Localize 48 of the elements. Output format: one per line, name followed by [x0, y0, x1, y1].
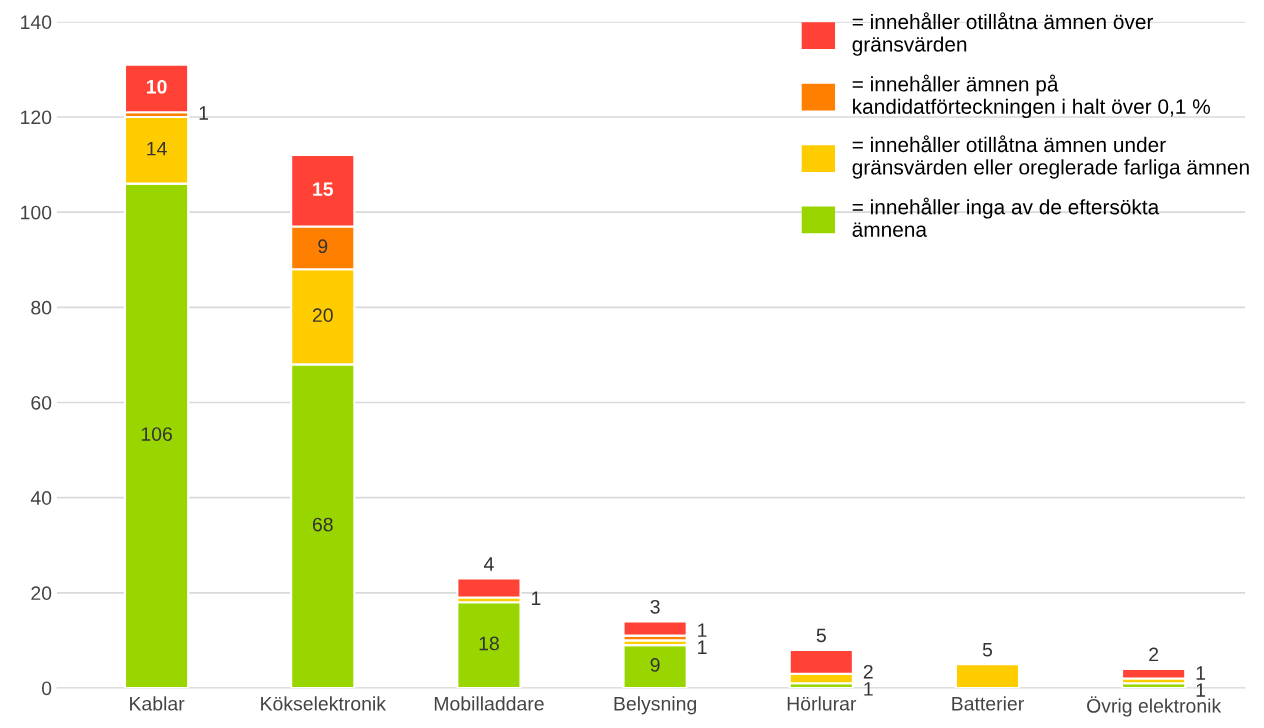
data-label: 1 — [698, 640, 707, 654]
data-label: 2 — [863, 664, 873, 679]
data-label: 1 — [199, 106, 208, 120]
data-label: 20 — [312, 308, 333, 323]
data-label: 1 — [531, 591, 541, 605]
bar — [123, 63, 190, 114]
data-label: 18 — [479, 636, 499, 651]
y-tick-label: 140 — [21, 15, 52, 30]
x-tick-label: Batterier — [952, 696, 1024, 711]
data-label: 1 — [1196, 666, 1206, 680]
data-label: 5 — [816, 628, 826, 643]
data-label: 15 — [313, 182, 334, 196]
y-tick-label: 60 — [31, 395, 52, 410]
bar — [622, 620, 688, 637]
data-label: 3 — [650, 599, 660, 614]
data-label: 106 — [141, 427, 172, 442]
data-label: 5 — [982, 642, 993, 657]
y-tick-label: 0 — [41, 681, 52, 696]
bar — [622, 644, 688, 688]
x-tick-label: Belysning — [614, 696, 697, 715]
y-tick-label: 100 — [21, 205, 52, 220]
x-tick-label: Mobilladdare — [434, 696, 544, 711]
x-tick-label: Kökselektronik — [261, 696, 387, 711]
data-label: 4 — [483, 557, 494, 571]
data-label: 9 — [650, 658, 660, 672]
x-tick-label: Kablar — [130, 696, 185, 711]
data-label: 1 — [864, 682, 873, 696]
data-label: 68 — [312, 517, 333, 532]
bar — [954, 663, 1021, 688]
x-tick-label: Hörlurar — [787, 696, 857, 711]
legend-label: = innehåller otillåtna ämnen över gränsvärden — [852, 12, 1154, 56]
data-label: 1 — [1196, 683, 1206, 697]
bar — [456, 577, 522, 599]
y-tick-label: 120 — [21, 110, 52, 125]
x-tick-label: Övrig elektronik — [1087, 696, 1222, 717]
data-label: 1 — [698, 623, 707, 637]
bar — [456, 601, 522, 688]
data-label: 2 — [1149, 647, 1159, 662]
legend-label: = innehåller inga av de eftersökta ämnena — [852, 197, 1160, 237]
bar — [1121, 667, 1187, 680]
y-tick-label: 40 — [30, 491, 52, 505]
legend-label: = innehåller otillåtna ämnen under gränsvärden eller oreglerade farliga ämnen — [852, 135, 1249, 179]
legend-label: = innehåller ämnen på kandidatförteckningen i halt över 0,1 % — [852, 74, 1210, 119]
y-tick-label: 80 — [31, 300, 52, 315]
data-label: 10 — [147, 79, 167, 94]
y-tick-label: 20 — [31, 586, 52, 601]
data-label: 9 — [318, 239, 328, 254]
data-label: 14 — [147, 141, 167, 156]
